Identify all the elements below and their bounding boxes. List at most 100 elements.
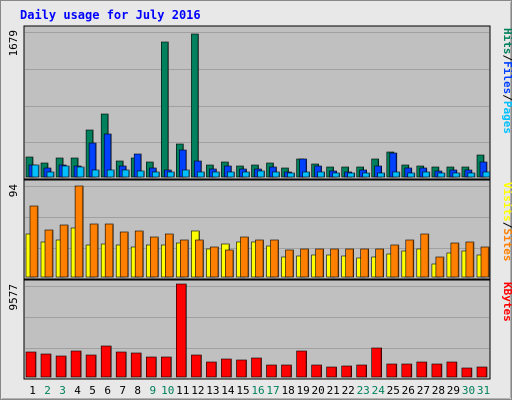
bar-sites-shade-day-30 — [472, 243, 474, 277]
bar-kbytes-day-31 — [476, 366, 488, 378]
x-tick-label-day-17: 17 — [266, 384, 279, 397]
bar-kbytes-shade-day-25 — [395, 365, 397, 377]
bar-sites-day-28 — [435, 256, 445, 278]
bar-sites-day-13 — [210, 246, 219, 278]
bar-kbytes-day-30 — [461, 367, 473, 378]
bar-pages-day-31 — [482, 171, 491, 178]
x-tick-label-day-5: 5 — [89, 384, 96, 397]
bar-sites-day-2 — [44, 229, 54, 278]
bar-pages-shade-day-29 — [458, 174, 460, 177]
legend-item-pages: Pages — [501, 101, 512, 134]
bar-pages-day-19 — [302, 171, 310, 178]
bar-pages-shade-day-2 — [52, 173, 54, 177]
bar-kbytes-shade-day-18 — [290, 366, 292, 377]
legend-separator: / — [501, 94, 512, 101]
bar-kbytes-day-22 — [341, 365, 353, 378]
bar-kbytes-shade-day-7 — [125, 353, 127, 377]
bar-kbytes-day-24 — [371, 347, 383, 378]
panel-bottom-ymax-label: 9577 — [7, 284, 20, 311]
x-tick-label-day-24: 24 — [372, 384, 386, 397]
bar-sites-day-6 — [104, 223, 114, 278]
bar-pages-day-10 — [167, 171, 175, 178]
bar-sites-day-25 — [390, 244, 400, 278]
bar-kbytes-day-25 — [386, 363, 398, 378]
bar-files-shade-day-11 — [185, 151, 187, 177]
bar-pages-shade-day-1 — [37, 166, 39, 177]
bar-pages-shade-day-11 — [188, 171, 190, 177]
bar-sites-day-20 — [315, 248, 324, 278]
legend-item-hits: Hits — [501, 28, 512, 55]
bar-kbytes-shade-day-11 — [185, 285, 187, 377]
x-tick-label-day-20: 20 — [311, 384, 324, 397]
bar-kbytes-day-15 — [236, 359, 247, 378]
bar-pages-day-25 — [392, 171, 401, 178]
legend-separator: / — [501, 55, 512, 62]
bar-kbytes-shade-day-2 — [49, 355, 51, 377]
bar-sites-day-19 — [300, 248, 309, 278]
chart-title: Daily usage for July 2016 — [20, 8, 201, 22]
bar-pages-day-26 — [407, 172, 416, 178]
bar-sites-day-3 — [59, 224, 69, 278]
bar-kbytes-day-7 — [115, 351, 127, 378]
x-tick-label-day-7: 7 — [119, 384, 126, 397]
bar-pages-day-28 — [437, 172, 446, 178]
bar-sites-day-18 — [285, 249, 294, 278]
bar-sites-day-17 — [270, 239, 279, 278]
x-tick-label-day-10: 10 — [161, 384, 174, 397]
bar-pages-day-1 — [31, 164, 40, 178]
bar-kbytes-shade-day-8 — [140, 354, 142, 377]
bar-pages-day-9 — [152, 171, 160, 178]
x-tick-label-day-22: 22 — [342, 384, 355, 397]
bar-pages-day-8 — [136, 170, 145, 178]
bar-kbytes-day-8 — [130, 352, 142, 378]
bar-pages-shade-day-3 — [67, 167, 70, 177]
bar-kbytes-shade-day-22 — [350, 367, 352, 377]
bar-kbytes-shade-day-30 — [470, 369, 472, 377]
bar-kbytes-day-13 — [206, 361, 217, 378]
bar-kbytes-day-11 — [176, 283, 187, 378]
bar-sites-shade-day-3 — [66, 226, 69, 277]
x-tick-label-day-18: 18 — [281, 384, 294, 397]
x-tick-label-day-31: 31 — [477, 384, 490, 397]
bar-kbytes-shade-day-9 — [155, 358, 157, 377]
bar-pages-day-2 — [46, 171, 55, 178]
bar-kbytes-day-16 — [251, 357, 262, 378]
bar-files-shade-day-8 — [140, 155, 142, 177]
bar-sites-day-11 — [180, 239, 189, 278]
bar-pages-day-14 — [227, 171, 235, 178]
x-tick-label-day-3: 3 — [59, 384, 66, 397]
bar-kbytes-shade-day-29 — [455, 363, 457, 377]
bar-sites-day-16 — [255, 239, 264, 278]
bar-pages-day-27 — [422, 171, 431, 178]
bar-files-shade-day-25 — [395, 154, 397, 177]
bar-kbytes-shade-day-12 — [200, 356, 202, 377]
bar-sites-shade-day-31 — [487, 248, 489, 277]
bar-pages-shade-day-5 — [97, 171, 100, 177]
bar-sites-shade-day-10 — [172, 235, 174, 277]
bar-pages-day-30 — [467, 172, 476, 178]
bar-sites-shade-day-7 — [127, 233, 129, 277]
bar-kbytes-shade-day-17 — [275, 366, 277, 377]
x-tick-label-day-11: 11 — [176, 384, 189, 397]
bar-kbytes-shade-day-16 — [260, 359, 262, 377]
bar-kbytes-shade-day-31 — [485, 368, 487, 377]
bar-sites-day-14 — [225, 249, 234, 278]
bar-pages-shade-day-16 — [263, 172, 265, 177]
bar-pages-day-17 — [272, 171, 280, 178]
bar-kbytes-shade-day-5 — [94, 356, 97, 377]
legend-item-visits: Visits — [501, 182, 512, 222]
bar-files-shade-day-24 — [380, 167, 382, 177]
bar-pages-shade-day-9 — [158, 173, 160, 177]
bar-kbytes-day-23 — [356, 364, 368, 378]
bar-sites-shade-day-21 — [337, 250, 339, 277]
bar-kbytes-day-12 — [191, 354, 202, 378]
bar-kbytes-shade-day-10 — [170, 358, 172, 377]
bar-kbytes-day-21 — [326, 366, 337, 378]
bar-pages-shade-day-22 — [353, 174, 355, 177]
bar-sites-day-30 — [465, 241, 475, 278]
legend-item-kbytes: KBytes — [501, 282, 512, 322]
x-tick-label-day-4: 4 — [74, 384, 81, 397]
bar-sites-shade-day-6 — [112, 225, 114, 277]
bar-kbytes-shade-day-28 — [440, 365, 442, 377]
